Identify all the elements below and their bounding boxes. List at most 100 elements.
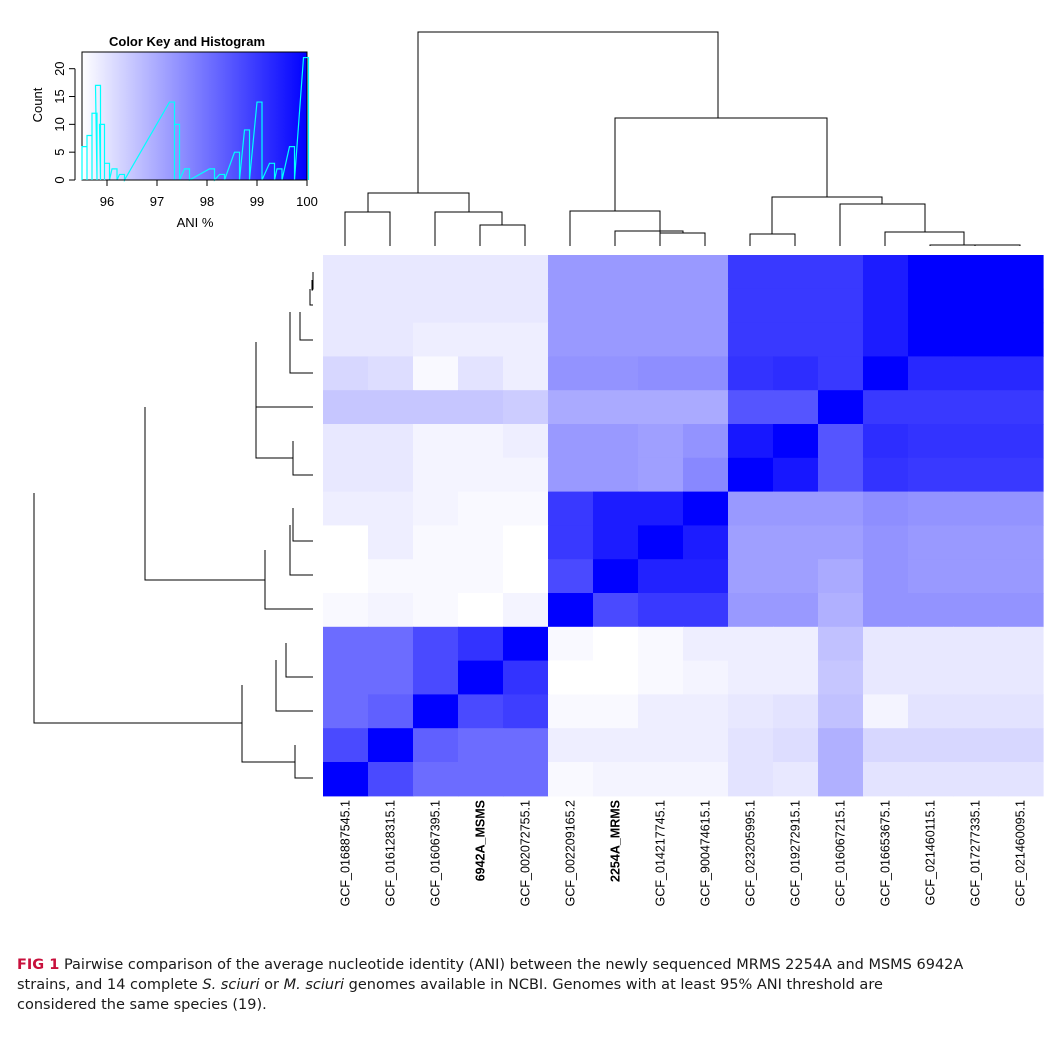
heatmap-cell (908, 559, 954, 594)
dendrogram-branch (241, 685, 295, 763)
heatmap-cell (818, 255, 864, 290)
heatmap-cell (458, 457, 504, 493)
caption-species-2: M. sciuri (283, 977, 345, 993)
heatmap-cell (683, 390, 729, 425)
column-label: GCF_021460115.1 (924, 800, 938, 905)
column-label: GCF_016653675.1 (879, 800, 893, 906)
color-key: Color Key and Histogram 96 97 98 99 100 0 5 10… (30, 34, 318, 230)
heatmap-cell (728, 288, 774, 324)
heatmap-cell (863, 424, 909, 459)
heatmap-cell (368, 660, 414, 695)
heatmap-cell (638, 660, 684, 695)
dendrogram-branch (285, 643, 313, 678)
heatmap-cell (683, 288, 729, 324)
column-label: GCF_002072755.1 (519, 800, 533, 906)
column-labels: GCF_016887545.1 GCF_016128315.1 GCF_016067… (339, 800, 1028, 906)
heatmap-cell (638, 457, 684, 493)
heatmap-cell (503, 424, 549, 459)
heatmap-cell (953, 525, 999, 560)
column-label: GCF_016067215.1 (834, 800, 848, 906)
heatmap-cell (818, 728, 864, 763)
heatmap-cell (773, 457, 819, 493)
heatmap-cell (863, 356, 909, 391)
heatmap-cell (413, 593, 459, 628)
heatmap-cell (323, 660, 369, 695)
heatmap-cell (323, 593, 369, 628)
heatmap-cell (548, 762, 594, 797)
dendrogram-branch (299, 312, 313, 341)
dendrogram-branch (144, 407, 265, 581)
heatmap-cell (908, 728, 954, 763)
heatmap-cell (683, 728, 729, 763)
heatmap-cell (953, 356, 999, 391)
heatmap-cell (593, 694, 639, 729)
x-tick-label: 97 (150, 194, 164, 209)
y-tick-label: 5 (52, 149, 67, 156)
heatmap-cell (683, 457, 729, 493)
heatmap-cell (548, 593, 594, 628)
heatmap-cell (503, 322, 549, 357)
heatmap-cell (458, 390, 504, 425)
heatmap-cell (953, 660, 999, 695)
heatmap-cell (818, 559, 864, 594)
heatmap-cell (413, 694, 459, 729)
heatmap-cell (728, 424, 774, 459)
heatmap-cell (953, 424, 999, 459)
heatmap-cell (818, 288, 864, 324)
heatmap-cell (818, 694, 864, 729)
heatmap-cell (773, 525, 819, 560)
heatmap-cell (728, 559, 774, 594)
x-tick-label: 100 (296, 194, 318, 209)
heatmap-cell (998, 356, 1044, 391)
heatmap-cell (593, 491, 639, 526)
heatmap-cell (323, 626, 369, 662)
heatmap-cell (503, 559, 549, 594)
heatmap-cell (683, 593, 729, 628)
heatmap-cell (323, 694, 369, 729)
heatmap-cell (998, 660, 1044, 695)
heatmap-cell (593, 559, 639, 594)
caption-line-1: FIG 1 Pairwise comparison of the average… (17, 955, 1044, 975)
heatmap-cell (818, 525, 864, 560)
column-label: GCF_016067395.1 (429, 800, 443, 906)
heatmap-cell (728, 525, 774, 560)
x-tick-label: 98 (200, 194, 214, 209)
heatmap-cell (503, 491, 549, 526)
heatmap-cell (413, 559, 459, 594)
heatmap-cell (548, 491, 594, 526)
heatmap-cell (728, 593, 774, 628)
column-label: GCF_014217745.1 (654, 800, 668, 906)
heatmap-cell (323, 288, 369, 324)
column-label: GCF_017277335.1 (969, 800, 983, 906)
heatmap-cell (593, 424, 639, 459)
heatmap-cell (953, 457, 999, 493)
dendrogram-branch (292, 441, 313, 476)
caption-text-5: considered the same species (19). (17, 997, 267, 1013)
heatmap-cell (503, 694, 549, 729)
heatmap-cell (368, 288, 414, 324)
heatmap-cell (728, 728, 774, 763)
heatmap-cell (863, 694, 909, 729)
heatmap-cell (998, 626, 1044, 662)
heatmap-cell (413, 390, 459, 425)
heatmap-cell (503, 626, 549, 662)
heatmap-cell (683, 626, 729, 662)
heatmap-cell (818, 491, 864, 526)
heatmap-cell (773, 390, 819, 425)
heatmap-cell (323, 559, 369, 594)
heatmap-cell (593, 255, 639, 290)
heatmap-cell (323, 728, 369, 763)
column-label: GCF_016128315.1 (384, 800, 398, 906)
heatmap-cell (773, 762, 819, 797)
heatmap-cell (638, 424, 684, 459)
color-key-title: Color Key and Histogram (109, 34, 265, 49)
caption-species-1: S. sciuri (202, 977, 260, 993)
x-tick-label: 99 (250, 194, 264, 209)
dendrogram-branch (771, 196, 883, 234)
heatmap-cell (863, 322, 909, 357)
heatmap-cell (638, 525, 684, 560)
heatmap-cell (368, 728, 414, 763)
heatmap-cell (728, 457, 774, 493)
heatmap-cell (593, 660, 639, 695)
heatmap-cell (953, 626, 999, 662)
